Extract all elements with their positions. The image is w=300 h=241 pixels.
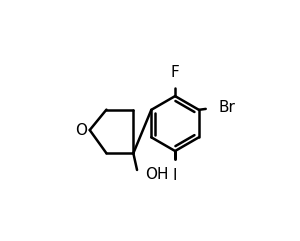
Text: Br: Br	[218, 100, 235, 115]
Text: F: F	[171, 65, 179, 80]
Text: O: O	[75, 123, 87, 138]
Text: OH: OH	[146, 167, 169, 182]
Text: I: I	[173, 168, 177, 183]
